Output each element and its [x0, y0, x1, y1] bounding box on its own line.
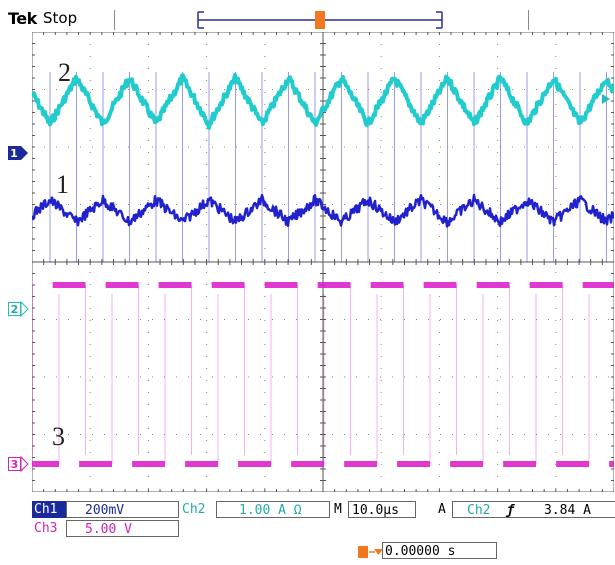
- ch1-scale[interactable]: 200mV: [66, 501, 179, 518]
- ch1-waveform: [32, 72, 614, 262]
- timebase-label: M: [334, 502, 342, 517]
- rising-edge-icon: ƒ: [506, 503, 515, 518]
- trigger-mode: A: [438, 502, 446, 517]
- svg-text:1: 1: [10, 147, 18, 160]
- ch3-ground-marker[interactable]: 3: [8, 455, 30, 476]
- svg-text:2: 2: [11, 303, 19, 316]
- horizontal-position-icon: [358, 544, 384, 563]
- ch2-name[interactable]: Ch2: [182, 502, 206, 517]
- ch3-trace-label: 3: [52, 422, 65, 451]
- trigger-level-marker[interactable]: [602, 94, 610, 104]
- ch1-trace-label: 1: [56, 170, 69, 199]
- ch2-ground-marker[interactable]: 2: [8, 300, 30, 321]
- ch2-waveform: [32, 73, 614, 130]
- timebase-value[interactable]: 10.0µs: [348, 501, 416, 518]
- ch3-waveform: [32, 282, 614, 467]
- trigger-source: Ch2: [467, 503, 491, 518]
- horizontal-position-value[interactable]: 0.00000 s: [382, 542, 497, 559]
- trigger-level: 3.84 A: [543, 503, 591, 518]
- ch3-name[interactable]: Ch3: [34, 521, 58, 536]
- waveform-display[interactable]: [32, 32, 614, 492]
- ch3-scale[interactable]: 5.00 V: [66, 520, 179, 537]
- ch1-name[interactable]: Ch1: [32, 501, 66, 518]
- separator: [114, 10, 115, 30]
- top-status-bar: Tek Stop: [0, 0, 615, 32]
- brand-logo: Tek: [8, 9, 37, 28]
- trigger-readout[interactable]: Ch2 ƒ 3.84 A: [452, 501, 615, 518]
- ch2-trace-label: 2: [58, 58, 71, 87]
- separator: [528, 10, 529, 30]
- ch1-ground-marker[interactable]: 1: [8, 145, 30, 165]
- ch2-scale[interactable]: 1.00 A Ω: [216, 501, 330, 518]
- acquisition-state: Stop: [43, 9, 78, 27]
- svg-text:3: 3: [11, 458, 19, 471]
- record-view-bar[interactable]: [190, 8, 450, 32]
